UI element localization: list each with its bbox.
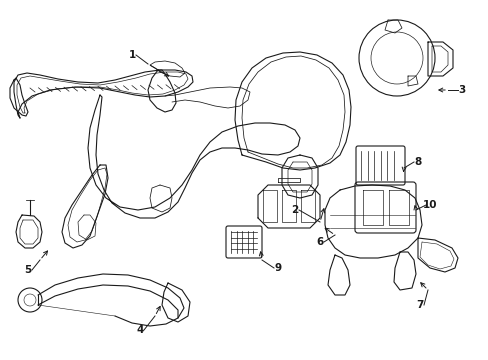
Text: 4: 4	[136, 325, 143, 335]
Text: 8: 8	[413, 157, 421, 167]
Text: 2: 2	[291, 205, 298, 215]
Text: 9: 9	[274, 263, 281, 273]
Text: 6: 6	[316, 237, 323, 247]
Text: 1: 1	[128, 50, 135, 60]
Text: 10: 10	[422, 200, 436, 210]
Text: 5: 5	[24, 265, 32, 275]
Text: 3: 3	[457, 85, 465, 95]
Text: 7: 7	[415, 300, 423, 310]
